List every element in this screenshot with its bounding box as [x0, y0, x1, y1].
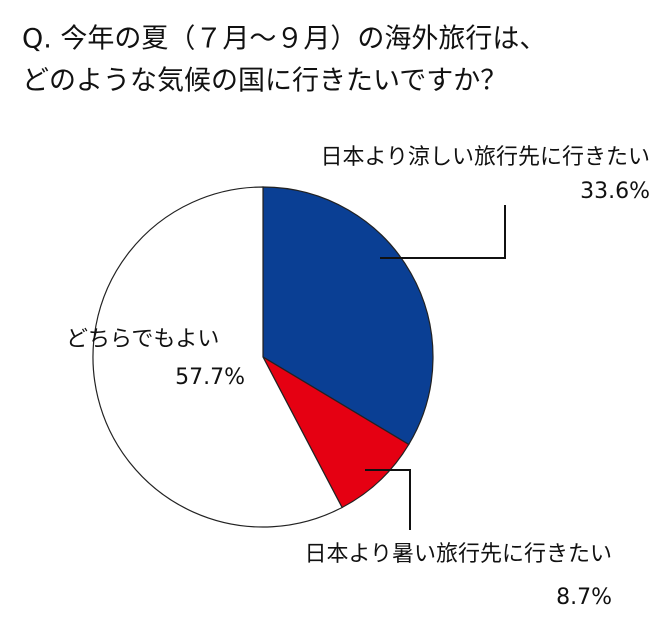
leader-line	[365, 469, 411, 530]
slice-label: どちらでもよい	[66, 327, 219, 352]
slice-label: 日本より涼しい旅行先に行きたい	[320, 145, 650, 170]
pie-slice	[262, 186, 434, 446]
chart-title: Q. 今年の夏（７月～９月）の海外旅行は、	[22, 24, 546, 55]
value-label: 8.7%	[556, 585, 612, 610]
chart-title: どのような気候の国に行きたいですか？	[22, 66, 507, 97]
slice-label: 日本より暑い旅行先に行きたい	[304, 542, 612, 567]
value-label: 57.7%	[175, 365, 245, 390]
leader-line	[380, 205, 506, 259]
value-label: 33.6%	[580, 179, 650, 204]
pie-slice	[92, 186, 343, 528]
